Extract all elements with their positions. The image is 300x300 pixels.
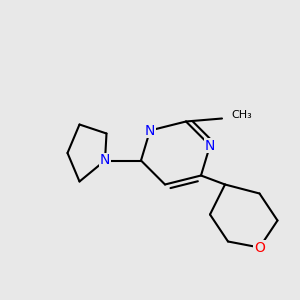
- Text: O: O: [254, 241, 265, 254]
- Text: N: N: [205, 139, 215, 152]
- Text: N: N: [145, 124, 155, 137]
- Text: CH₃: CH₃: [231, 110, 252, 121]
- Text: N: N: [100, 154, 110, 167]
